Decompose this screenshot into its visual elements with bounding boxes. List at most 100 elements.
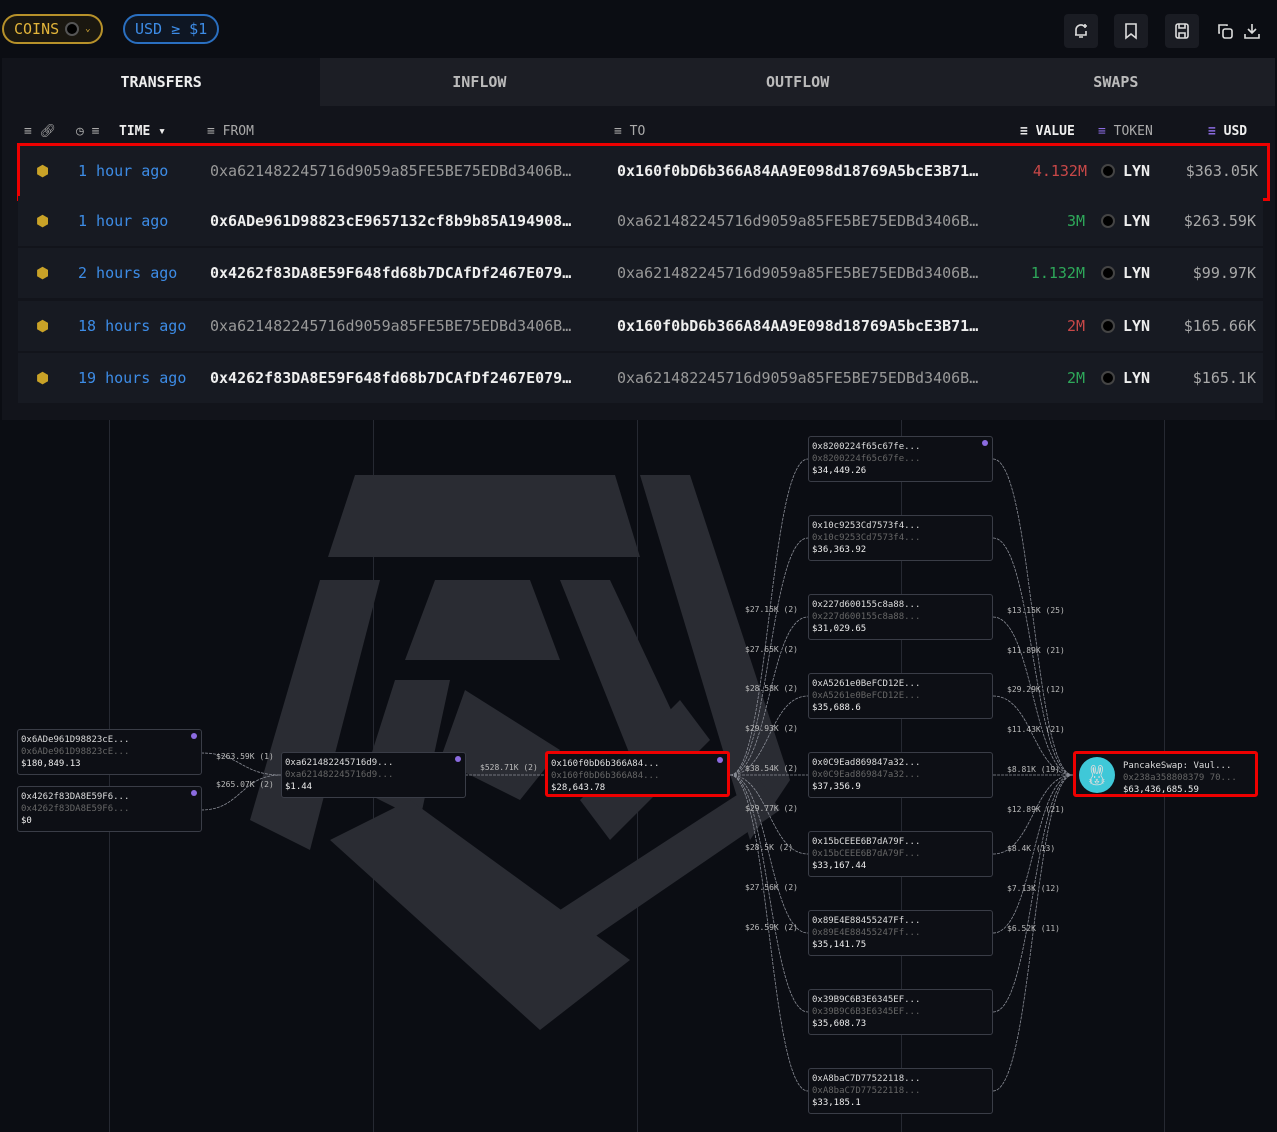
usd-filter[interactable]: USD ≥ $1 [123, 14, 220, 44]
target-node[interactable]: 0x0C9Ead869847a32... 0x0C9Ead869847a32...… [808, 752, 993, 798]
time-link[interactable]: 1 hour ago [78, 211, 169, 230]
value: 4.132M [1032, 162, 1087, 180]
table-row[interactable]: ⬢ 1 hour ago 0x6ADe961D98823cE9657132cf8… [18, 195, 1263, 246]
time-link[interactable]: 2 hours ago [78, 264, 178, 282]
node-address: 0x0C9Ead869847a32... [812, 770, 921, 780]
to-address[interactable]: 0xa621482245716d9059a85FE5BE75EDBd3406B… [617, 264, 979, 282]
to-address[interactable]: 0x160f0bD6b366A84AA9E098d18769A5bcE3B71… [617, 162, 979, 180]
status-dot [191, 733, 197, 739]
pancakeswap-node[interactable]: 🐰︎ PancakeSwap: Vaul... 0x238a358808379 70… [1073, 751, 1258, 797]
node-balance: $35,608.73 [812, 1019, 867, 1029]
time-link[interactable]: 19 hours ago [78, 369, 187, 387]
edge [992, 458, 1074, 776]
node-label: 0x227d600155c8a88... [812, 600, 921, 610]
target-node[interactable]: 0x89E4E88455247Ff... 0x89E4E88455247Ff...… [808, 910, 993, 956]
filter-link-icon[interactable]: ≡ 🔗︎ [24, 124, 57, 139]
edge-label: $29.29K (12) [1007, 685, 1065, 695]
node-balance: $35,688.6 [812, 703, 861, 713]
edge-label: $29.77K (2) [745, 803, 798, 813]
time-link[interactable]: 18 hours ago [78, 316, 187, 335]
edge [729, 537, 809, 776]
token[interactable]: LYN [1123, 316, 1151, 335]
edge-label: $528.71K (2) [480, 763, 538, 772]
column-divider [109, 420, 110, 1132]
node-balance: $36,363.92 [812, 545, 867, 555]
from-address[interactable]: 0x4262f83DA8E59F648fd68b7DCAfDf2467E079… [210, 369, 572, 387]
chain-icon: ⬢ [36, 264, 50, 282]
usd-value: $165.1K [1192, 369, 1256, 387]
table-row[interactable]: ⬢ 2 hours ago 0x4262f83DA8E59F648fd68b7D… [18, 248, 1263, 298]
tab-inflow[interactable]: INFLOW [320, 58, 639, 106]
download-button[interactable] [1235, 14, 1269, 48]
node-label: 0x160f0bD6b366A84... [551, 759, 660, 769]
target-node[interactable]: 0x15bCEEE6B7dA79F... 0x15bCEEE6B7dA79F...… [808, 831, 993, 877]
tab-swaps[interactable]: SWAPS [956, 58, 1275, 106]
time-link[interactable]: 1 hour ago [78, 162, 169, 180]
transfers-panel: TRANSFERS INFLOW OUTFLOW SWAPS ≡ 🔗︎ ◷ ≡ … [2, 58, 1275, 420]
token[interactable]: LYN [1123, 264, 1151, 282]
edge [729, 774, 809, 1013]
tab-outflow[interactable]: OUTFLOW [638, 58, 957, 106]
token[interactable]: LYN [1123, 162, 1151, 180]
lyn-token-icon [1101, 266, 1115, 280]
target-node[interactable]: 0x227d600155c8a88... 0x227d600155c8a88...… [808, 594, 993, 640]
usd-value: $363.05K [1185, 162, 1258, 180]
status-dot [455, 756, 461, 762]
target-node[interactable]: 0x8200224f65c67fe... 0x8200224f65c67fe...… [808, 436, 993, 482]
edge-label: $12.89K (21) [1007, 804, 1065, 814]
column-time[interactable]: TIME ▾ [119, 124, 166, 139]
address-node[interactable]: 0xa621482245716d9... 0xa621482245716d9...… [281, 752, 466, 798]
bookmark-button[interactable] [1114, 14, 1148, 48]
chain-icon: ⬢ [36, 162, 50, 180]
edge [992, 695, 1074, 776]
column-value[interactable]: ≡ VALUE [1020, 124, 1075, 139]
focus-node[interactable]: 0x160f0bD6b366A84... 0x160f0bD6b366A84...… [545, 751, 730, 797]
table-row[interactable]: ⬢ 18 hours ago 0xa621482245716d9059a85FE… [18, 300, 1263, 351]
source-node[interactable]: 0x4262f83DA8E59F6... 0x4262f83DA8E59F6...… [17, 786, 202, 832]
target-node[interactable]: 0xA5261e0BeFCD12E... 0xA5261e0BeFCD12E...… [808, 673, 993, 719]
copy-button[interactable] [1208, 14, 1242, 48]
save-icon [1175, 23, 1189, 39]
to-address[interactable]: 0xa621482245716d9059a85FE5BE75EDBd3406B… [617, 211, 979, 230]
column-from[interactable]: ≡ FROM [207, 124, 254, 139]
edge [729, 695, 809, 776]
value: 1.132M [1030, 264, 1085, 282]
from-address[interactable]: 0x4262f83DA8E59F648fd68b7DCAfDf2467E079… [210, 264, 572, 282]
node-address: 0x160f0bD6b366A84... [551, 771, 660, 781]
download-icon [1244, 24, 1260, 39]
target-node[interactable]: 0x10c9253Cd7573f4... 0x10c9253Cd7573f4...… [808, 515, 993, 561]
token[interactable]: LYN [1123, 211, 1151, 230]
save-button[interactable] [1165, 14, 1199, 48]
token[interactable]: LYN [1123, 369, 1151, 387]
target-node[interactable]: 0xA8baC7D77522118... 0xA8baC7D77522118...… [808, 1068, 993, 1114]
table-row[interactable]: ⬢ 19 hours ago 0x4262f83DA8E59F648fd68b7… [18, 353, 1263, 403]
edge-label: $11.43K (21) [1007, 725, 1065, 735]
to-address[interactable]: 0x160f0bD6b366A84AA9E098d18769A5bcE3B71… [617, 316, 979, 335]
node-balance: $35,141.75 [812, 940, 867, 950]
alert-button[interactable] [1064, 14, 1098, 48]
column-to[interactable]: ≡ TO [614, 124, 646, 139]
status-dot [191, 790, 197, 796]
node-address: 0xA8baC7D77522118... [812, 1086, 921, 1096]
node-label: 0xa621482245716d9... [285, 758, 394, 768]
tab-transfers[interactable]: TRANSFERS [2, 58, 321, 106]
to-address[interactable]: 0xa621482245716d9059a85FE5BE75EDBd3406B… [617, 369, 979, 387]
target-node[interactable]: 0x39B9C6B3E6345EF... 0x39B9C6B3E6345EF...… [808, 989, 993, 1035]
bookmark-icon [1125, 23, 1137, 40]
from-address[interactable]: 0x6ADe961D98823cE9657132cf8b9b85A194908… [210, 211, 572, 230]
edge [729, 616, 809, 776]
node-label: 0x39B9C6B3E6345EF... [812, 995, 921, 1005]
column-usd[interactable]: ≡ USD [1208, 124, 1248, 139]
from-address[interactable]: 0xa621482245716d9059a85FE5BE75EDBd3406B… [210, 316, 572, 335]
edge-label: $11.89K (21) [1007, 645, 1065, 655]
node-address: 0x10c9253Cd7573f4... [812, 533, 921, 543]
from-address[interactable]: 0xa621482245716d9059a85FE5BE75EDBd3406B… [210, 162, 572, 180]
node-label: 0x6ADe961D98823cE... [21, 735, 130, 745]
table-row[interactable]: ⬢ 1 hour ago 0xa621482245716d9059a85FE5B… [17, 143, 1270, 201]
flow-graph[interactable]: 0x6ADe961D98823cE... 0x6ADe961D98823cE...… [0, 420, 1277, 1132]
node-balance: $37,356.9 [812, 782, 861, 792]
source-node[interactable]: 0x6ADe961D98823cE... 0x6ADe961D98823cE...… [17, 729, 202, 775]
column-token[interactable]: ≡ TOKEN [1098, 124, 1153, 139]
coins-filter[interactable]: COINS ⌄ [2, 14, 103, 44]
node-label: 0x4262f83DA8E59F6... [21, 792, 130, 802]
